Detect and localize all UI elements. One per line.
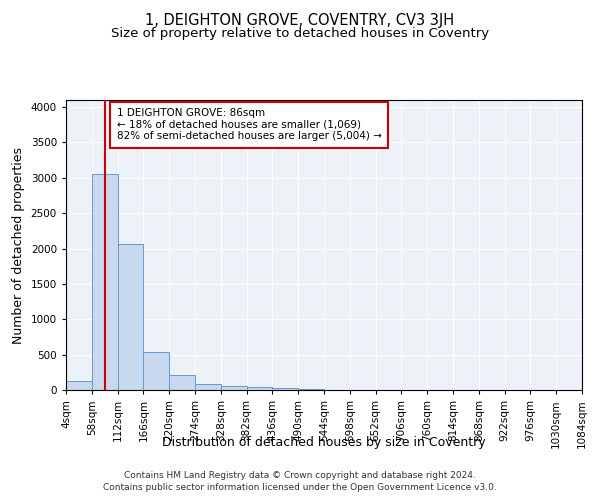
Bar bbox=[118, 244, 143, 390]
Bar bbox=[195, 384, 221, 390]
Text: Contains public sector information licensed under the Open Government Licence v3: Contains public sector information licen… bbox=[103, 483, 497, 492]
Bar bbox=[143, 352, 169, 390]
Y-axis label: Number of detached properties: Number of detached properties bbox=[12, 146, 25, 344]
Text: Distribution of detached houses by size in Coventry: Distribution of detached houses by size … bbox=[162, 436, 486, 449]
Text: 1 DEIGHTON GROVE: 86sqm
← 18% of detached houses are smaller (1,069)
82% of semi: 1 DEIGHTON GROVE: 86sqm ← 18% of detache… bbox=[116, 108, 382, 142]
Bar bbox=[247, 387, 272, 390]
Bar bbox=[66, 381, 92, 390]
Text: Contains HM Land Registry data © Crown copyright and database right 2024.: Contains HM Land Registry data © Crown c… bbox=[124, 472, 476, 480]
Text: Size of property relative to detached houses in Coventry: Size of property relative to detached ho… bbox=[111, 28, 489, 40]
Bar bbox=[92, 174, 118, 390]
Bar bbox=[169, 375, 195, 390]
Bar bbox=[221, 386, 247, 390]
Text: 1, DEIGHTON GROVE, COVENTRY, CV3 3JH: 1, DEIGHTON GROVE, COVENTRY, CV3 3JH bbox=[145, 12, 455, 28]
Bar bbox=[272, 388, 298, 390]
